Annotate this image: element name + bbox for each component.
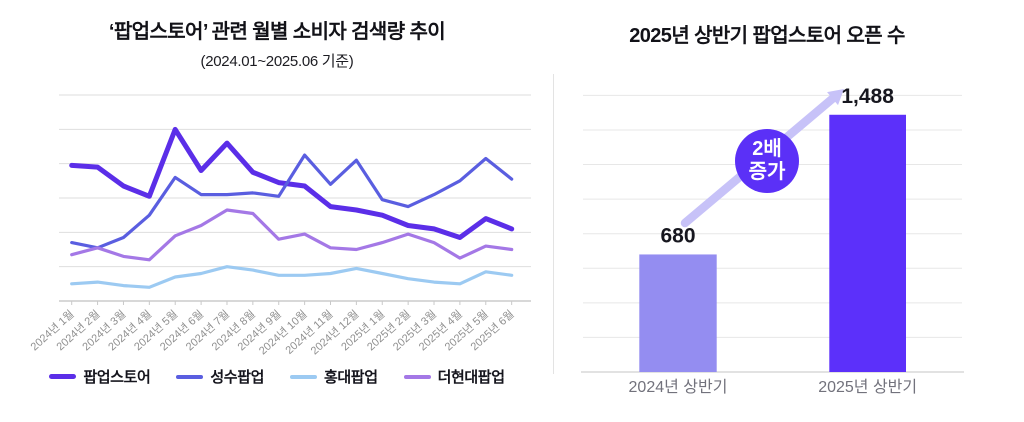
legend-item-hongdae-popup: 홍대팝업 (290, 366, 378, 387)
legend-swatch-popup-store (49, 374, 77, 379)
legend-label-hongdae-popup: 홍대팝업 (324, 369, 378, 386)
legend-label-seongsu-popup: 성수팝업 (210, 369, 264, 386)
bar-value-label: 1,488 (841, 85, 894, 108)
search-volume-panel: ‘팝업스토어’ 관련 월별 소비자 검색량 추이 (2024.01~2025.0… (0, 21, 554, 387)
legend-label-hyundai-popup: 더현대팝업 (437, 369, 505, 386)
line-chart-subtitle: (2024.01~2025.06 기준) (200, 53, 354, 70)
line-chart-title: ‘팝업스토어’ 관련 월별 소비자 검색량 추이 (108, 21, 446, 43)
line-chart-legend: 팝업스토어 성수팝업 홍대팝업 더현대팝업 (0, 366, 554, 387)
bar-chart-title: 2025년 상반기 팝업스토어 오픈 수 (629, 25, 905, 47)
bar-category-label: 2025년 상반기 (818, 378, 917, 396)
bar-1 (829, 114, 906, 373)
legend-label-popup-store: 팝업스토어 (83, 369, 151, 386)
growth-badge (735, 129, 799, 193)
legend-swatch-seongsu-popup (176, 374, 204, 379)
line-series-1 (70, 153, 514, 250)
legend-item-seongsu-popup: 성수팝업 (176, 366, 264, 387)
bar-0 (639, 254, 717, 372)
legend-swatch-hongdae-popup (290, 374, 317, 379)
line-series-0 (69, 126, 515, 240)
legend-swatch-hyundai-popup (403, 374, 431, 379)
bar-category-label: 2024년 상반기 (629, 378, 728, 396)
line-series-3 (70, 208, 514, 262)
growth-badge-line1: 2배 (752, 137, 782, 160)
legend-item-hyundai-popup: 더현대팝업 (403, 366, 505, 387)
bar-value-label: 680 (660, 224, 695, 247)
panel-divider (553, 74, 554, 374)
open-count-panel: 2025년 상반기 팝업스토어 오픈 수 2024년 상반기 2025년 상반기 2… (554, 0, 1024, 422)
line-series-2 (70, 265, 514, 289)
growth-badge-line2: 증가 (749, 160, 786, 183)
growth-arrow-head (827, 89, 844, 106)
legend-item-popup-store: 팝업스토어 (49, 366, 151, 387)
